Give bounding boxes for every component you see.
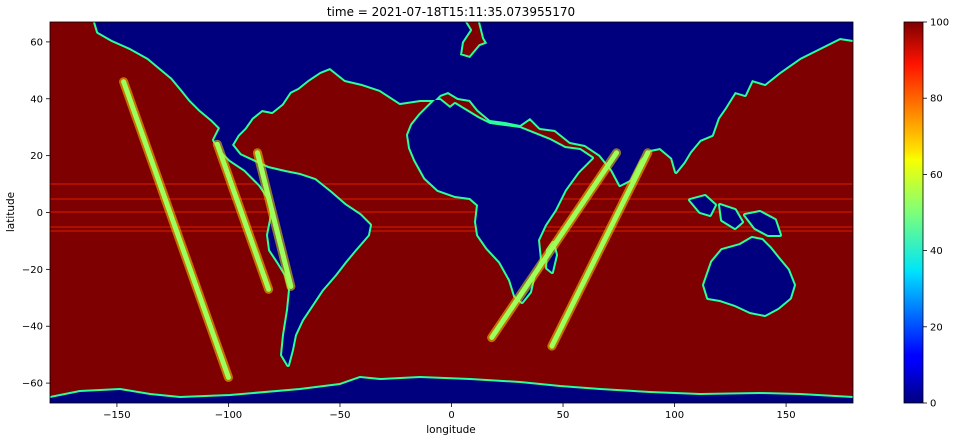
x-axis-label: longitude [426,424,475,436]
y-axis-label: latitude [5,192,17,232]
x-tick-label: 150 [777,410,796,421]
colorbar-tick-label: 20 [930,322,943,333]
colorbar-tick-label: 60 [930,170,943,181]
y-tick-label: 0 [37,208,43,219]
y-tick-label: −60 [22,379,43,390]
x-axis: −150 −100 −50 0 50 100 150 [103,403,796,421]
x-tick-label: 50 [557,410,570,421]
y-axis: −60 −40 −20 0 20 40 60 [22,37,50,390]
x-tick-label: −100 [215,410,242,421]
colorbar-tick-label: 0 [930,399,936,410]
y-tick-label: 60 [30,37,43,48]
x-tick-label: 100 [665,410,684,421]
swath-track [214,141,272,292]
y-tick-label: −40 [22,322,43,333]
x-tick-label: −150 [103,410,130,421]
y-tick-label: 40 [30,94,43,105]
colorbar-gradient [903,21,924,404]
swath-track [254,150,294,289]
y-tick-label: −20 [22,265,43,276]
colorbar: 0 20 40 60 80 100 [903,18,949,410]
colorbar-tick-label: 80 [930,94,943,105]
plot-area [49,21,854,404]
swath-track [549,150,651,349]
x-tick-label: −50 [329,410,350,421]
colorbar-tick-label: 40 [930,246,943,257]
chart-title: time = 2021-07-18T15:11:35.073955170 [327,5,575,19]
x-tick-label: 0 [448,410,454,421]
swath-track [489,150,620,341]
colorbar-ticks: 0 20 40 60 80 100 [923,18,949,410]
swath-track [121,79,231,380]
swath-layer [119,77,653,382]
colorbar-tick-label: 100 [930,18,949,29]
y-tick-label: 20 [30,151,43,162]
